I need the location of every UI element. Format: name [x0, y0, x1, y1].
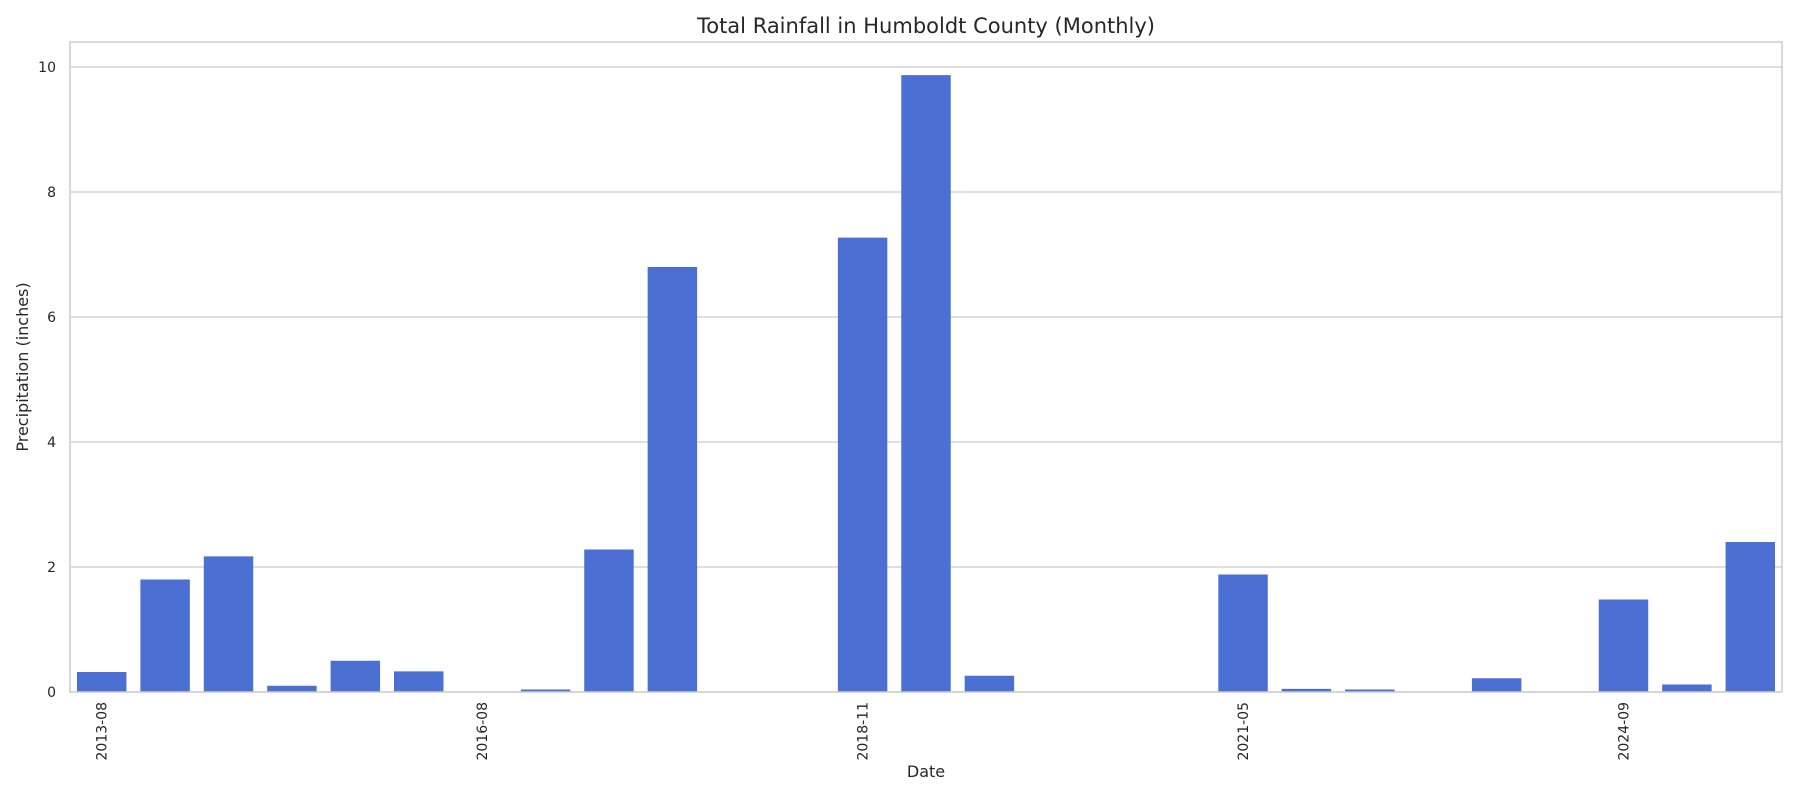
bar — [1471, 678, 1522, 692]
x-tick-label: 2016-08 — [475, 702, 491, 761]
bar — [330, 660, 381, 692]
y-tick-label: 0 — [47, 685, 56, 701]
bar — [1725, 542, 1776, 692]
bar — [584, 549, 634, 692]
x-axis-label: Date — [907, 762, 945, 781]
bar — [1218, 574, 1268, 692]
y-axis-ticks: 0 2 4 6 8 10 — [38, 60, 56, 701]
bar — [394, 671, 444, 692]
bar — [1345, 689, 1395, 692]
bar — [837, 237, 888, 692]
bar — [901, 75, 951, 692]
bar — [76, 672, 127, 692]
x-tick-label: 2013-08 — [95, 702, 111, 761]
y-axis-label: Precipitation (inches) — [13, 282, 32, 451]
bar — [1281, 688, 1332, 692]
chart-title: Total Rainfall in Humboldt County (Month… — [696, 14, 1155, 38]
y-tick-label: 6 — [47, 310, 56, 326]
bar — [1598, 599, 1649, 692]
x-tick-label: 2018-11 — [856, 702, 872, 761]
bar — [964, 675, 1015, 692]
y-tick-label: 2 — [47, 560, 56, 576]
x-tick-label: 2021-05 — [1236, 702, 1252, 761]
bar — [647, 267, 698, 692]
y-tick-label: 8 — [47, 185, 56, 201]
bar — [140, 579, 190, 692]
bars — [76, 75, 1776, 692]
plot-frame — [69, 41, 1783, 693]
bar — [1662, 684, 1712, 692]
bar — [203, 556, 254, 692]
bar — [267, 685, 317, 692]
x-tick-label: 2024-09 — [1616, 702, 1632, 761]
bar — [520, 689, 571, 692]
y-tick-label: 10 — [38, 60, 56, 76]
y-tick-label: 4 — [47, 435, 56, 451]
x-axis-ticks: 2013-08 2016-08 2018-11 2021-05 2024-09 — [95, 702, 1633, 761]
